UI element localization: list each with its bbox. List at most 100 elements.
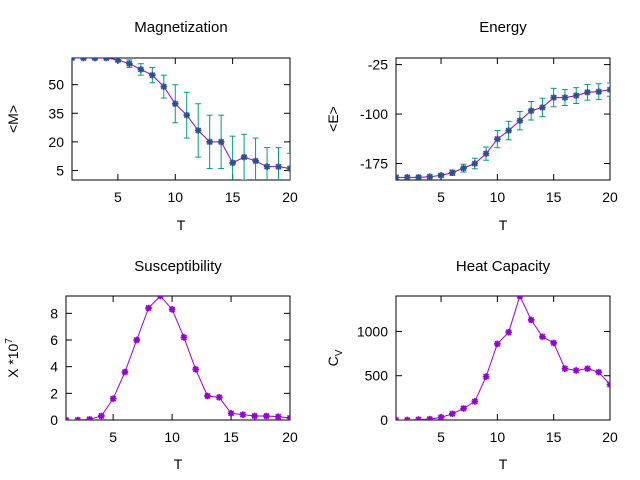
data-point (494, 136, 501, 143)
data-point (252, 157, 259, 165)
y-tick-label: -175 (360, 156, 388, 172)
data-point (561, 365, 569, 372)
data-point (415, 174, 422, 180)
data-point (606, 383, 610, 388)
x-tick-label: 20 (602, 429, 618, 445)
x-tick-label: 20 (282, 429, 298, 445)
data-point (286, 167, 290, 172)
y-tick-label: 35 (48, 105, 64, 121)
data-point (114, 58, 121, 63)
data-point (183, 112, 190, 119)
data-point (460, 405, 467, 412)
data-point (606, 88, 610, 93)
data-point (93, 58, 99, 62)
data-point (263, 163, 271, 170)
data-layer (396, 296, 610, 420)
data-point (406, 416, 411, 420)
data-point (404, 174, 411, 180)
data-point (471, 160, 478, 167)
y-tick-label: 20 (48, 134, 64, 150)
series-line (66, 296, 290, 420)
x-tick-label: 10 (164, 429, 180, 445)
data-point (528, 316, 535, 323)
y-tick-label: -100 (360, 106, 388, 122)
chart-title: Heat Capacity (456, 258, 551, 275)
data-layer (66, 296, 290, 420)
x-tick-label: 20 (282, 189, 298, 205)
y-tick-label: 0 (380, 412, 388, 428)
data-point (241, 154, 248, 161)
chart-panel-2: Energy 5 10 15 20 -175 -100 -25 T <E> (325, 19, 618, 233)
x-tick-label: 15 (546, 429, 562, 445)
data-point (82, 58, 87, 62)
chart-title: Susceptibility (134, 258, 222, 275)
data-point (87, 416, 93, 420)
y-tick-label: 0 (50, 412, 58, 428)
data-point (286, 165, 290, 170)
x-tick-label: 10 (167, 189, 183, 205)
y-tick-label: 1000 (357, 323, 388, 339)
data-point (505, 329, 512, 336)
chart-title: Magnetization (134, 19, 227, 36)
data-point (595, 88, 602, 95)
data-point (396, 174, 400, 179)
chart-panel-4: Heat Capacity 5 10 15 20 0 500 1000 T CV (325, 258, 618, 472)
data-point (169, 306, 176, 313)
data-point (180, 334, 187, 341)
data-point (494, 340, 501, 347)
data-point (91, 58, 97, 62)
data-point (416, 416, 422, 420)
chart-title: Energy (479, 19, 527, 36)
data-point (251, 412, 258, 420)
y-axis-label-subscript: V (334, 349, 345, 356)
data-layer (72, 58, 290, 180)
data-point (159, 296, 164, 300)
series-line (72, 58, 290, 170)
data-point (539, 333, 546, 340)
data-point (74, 416, 79, 420)
x-tick-label: 15 (223, 429, 239, 445)
x-tick-label: 5 (109, 429, 117, 445)
data-point (471, 398, 478, 405)
y-axis-label: CV (325, 349, 345, 366)
x-axis-label: T (177, 217, 186, 233)
x-tick-label: 5 (437, 189, 445, 205)
data-point (550, 339, 557, 347)
data-point (145, 304, 152, 312)
data-point (528, 107, 535, 114)
y-tick-label: 6 (50, 332, 58, 348)
data-point (206, 138, 213, 145)
data-point (98, 412, 105, 420)
data-point (76, 416, 81, 420)
x-axis-label: T (499, 217, 508, 233)
data-point (550, 94, 557, 101)
x-axis-label: T (499, 456, 508, 472)
x-tick-label: 15 (225, 189, 241, 205)
data-point (110, 395, 117, 402)
y-tick-label: 4 (50, 359, 58, 375)
data-point (227, 410, 235, 417)
y-axis-label: <E> (325, 106, 341, 132)
data-point (437, 172, 445, 179)
x-tick-label: 10 (490, 429, 506, 445)
chart-panel-3: Susceptibility 5 10 15 20 0 2 4 6 8 T X *107 (4, 258, 298, 472)
data-point (449, 169, 456, 176)
data-point (427, 416, 433, 420)
data-point (121, 368, 129, 376)
x-tick-label: 5 (437, 429, 445, 445)
data-point (518, 296, 523, 300)
data-point (516, 296, 522, 300)
data-point (584, 89, 591, 96)
data-point (606, 86, 610, 91)
data-point (66, 416, 70, 420)
data-point (275, 413, 282, 420)
x-tick-label: 20 (602, 189, 618, 205)
x-tick-label: 15 (546, 189, 562, 205)
series-line (396, 296, 610, 420)
data-point (263, 412, 270, 420)
data-point (105, 58, 110, 62)
y-axis-label-superscript: 7 (4, 338, 15, 344)
y-tick-label: -25 (368, 57, 388, 73)
data-point (229, 159, 236, 166)
data-point (449, 410, 456, 417)
